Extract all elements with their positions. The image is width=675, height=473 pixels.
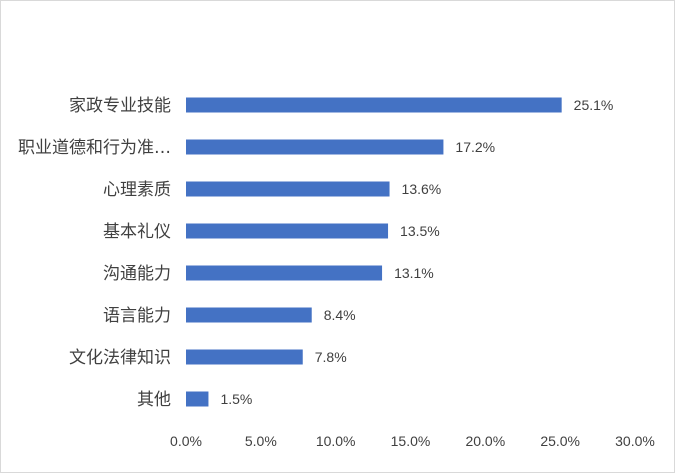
category-label: 其他	[137, 390, 171, 410]
x-tick-label: 10.0%	[316, 433, 356, 449]
bar	[186, 307, 312, 323]
data-label: 7.8%	[315, 349, 347, 365]
x-tick-label: 25.0%	[540, 433, 580, 449]
bar	[186, 223, 389, 239]
data-label: 1.5%	[220, 391, 252, 407]
data-label: 25.1%	[574, 97, 614, 113]
bar	[186, 391, 209, 407]
x-axis-tick-labels: 0.0% 5.0% 10.0% 15.0% 20.0% 25.0% 30.0%	[170, 433, 655, 449]
data-label: 17.2%	[455, 139, 495, 155]
x-tick-label: 0.0%	[170, 433, 202, 449]
value-labels: 25.1% 17.2% 13.6% 13.5% 13.1% 8.4% 7.8% 1.5%	[220, 97, 613, 407]
bar	[186, 349, 303, 365]
category-label: 基本礼仪	[103, 222, 171, 242]
x-tick-label: 5.0%	[245, 433, 277, 449]
category-label: 文化法律知识	[69, 348, 171, 368]
category-label: 语言能力	[103, 306, 171, 326]
x-tick-label: 15.0%	[391, 433, 431, 449]
category-label: 职业道德和行为准…	[18, 138, 171, 158]
bar	[186, 97, 562, 113]
bar	[186, 181, 390, 197]
category-label: 家政专业技能	[69, 96, 171, 116]
category-label: 心理素质	[103, 180, 171, 200]
bar	[186, 265, 383, 281]
x-tick-label: 20.0%	[465, 433, 505, 449]
data-label: 13.5%	[400, 223, 440, 239]
category-label: 沟通能力	[103, 264, 171, 284]
bars	[186, 97, 562, 407]
data-label: 13.1%	[394, 265, 434, 281]
bar	[186, 139, 444, 155]
x-tick-label: 30.0%	[615, 433, 655, 449]
data-label: 8.4%	[324, 307, 356, 323]
data-label: 13.6%	[402, 181, 442, 197]
